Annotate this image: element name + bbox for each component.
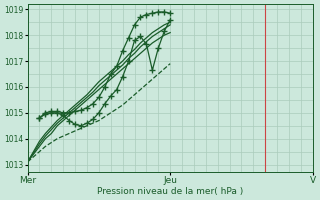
- X-axis label: Pression niveau de la mer( hPa ): Pression niveau de la mer( hPa ): [97, 187, 243, 196]
